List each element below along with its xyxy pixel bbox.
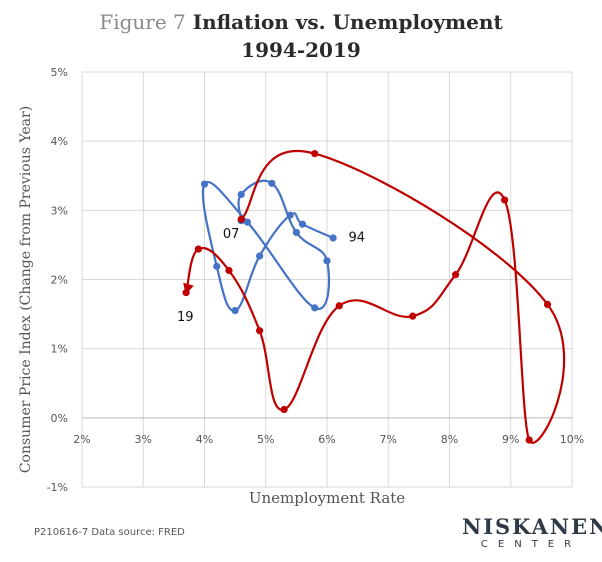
data-point [182, 289, 190, 297]
x-tick-label: 4% [196, 433, 213, 446]
y-tick-label: 2% [51, 274, 68, 287]
data-point [237, 215, 245, 223]
y-tick-label: 4% [51, 135, 68, 148]
data-point [311, 150, 319, 158]
x-tick-label: 6% [318, 433, 335, 446]
data-point [286, 211, 294, 219]
figure-label: Figure 7 [99, 10, 186, 34]
year-annotation: 19 [177, 310, 194, 325]
data-point [323, 257, 331, 265]
data-point [243, 218, 251, 226]
data-point [329, 234, 337, 242]
series-line-red [183, 150, 566, 444]
logo-subtext: CENTER [480, 539, 582, 550]
data-point [335, 302, 343, 310]
title-main: Inflation vs. Unemployment [192, 10, 503, 34]
data-point [280, 405, 288, 414]
x-tick-label: 5% [257, 433, 274, 446]
x-tick-label: 2% [73, 433, 90, 446]
data-point [409, 312, 417, 320]
chart-title: Figure 7 Inflation vs. Unemployment [0, 10, 602, 34]
x-tick-label: 9% [502, 433, 519, 446]
y-axis-label: Consumer Price Index (Change from Previo… [18, 106, 34, 473]
logo-wordmark: NISKANEN [462, 514, 602, 539]
x-tick-label: 7% [380, 433, 397, 446]
data-point [525, 436, 533, 444]
x-tick-label: 8% [441, 433, 458, 446]
y-tick-label: 5% [51, 66, 68, 79]
data-point [268, 179, 276, 187]
data-point [292, 228, 300, 237]
data-point [452, 271, 460, 279]
data-point [225, 266, 233, 275]
data-point [213, 262, 221, 270]
y-tick-label: -1% [47, 481, 68, 494]
data-point [200, 180, 209, 188]
data-point [543, 300, 552, 308]
x-tick-label: 3% [135, 433, 152, 446]
niskanen-logo: NISKANEN CENTER [462, 514, 602, 552]
year-annotation: 94 [348, 230, 365, 245]
y-tick-label: 3% [51, 204, 68, 217]
series-line-blue [201, 179, 334, 312]
chart-subtitle: 1994-2019 [241, 38, 361, 62]
data-point [256, 327, 264, 335]
data-point [237, 190, 245, 199]
data-point [311, 304, 319, 312]
y-tick-label: 1% [51, 343, 68, 356]
year-annotation: 07 [223, 227, 240, 242]
data-point [231, 307, 239, 315]
footer-note: P210616-7 Data source: FRED [34, 527, 185, 538]
x-axis-label: Unemployment Rate [249, 489, 405, 507]
x-tick-label: 10% [560, 433, 584, 446]
data-point [256, 252, 264, 260]
data-point [501, 196, 509, 204]
data-point [194, 245, 202, 253]
data-point [298, 220, 307, 228]
y-tick-label: 0% [51, 412, 68, 425]
